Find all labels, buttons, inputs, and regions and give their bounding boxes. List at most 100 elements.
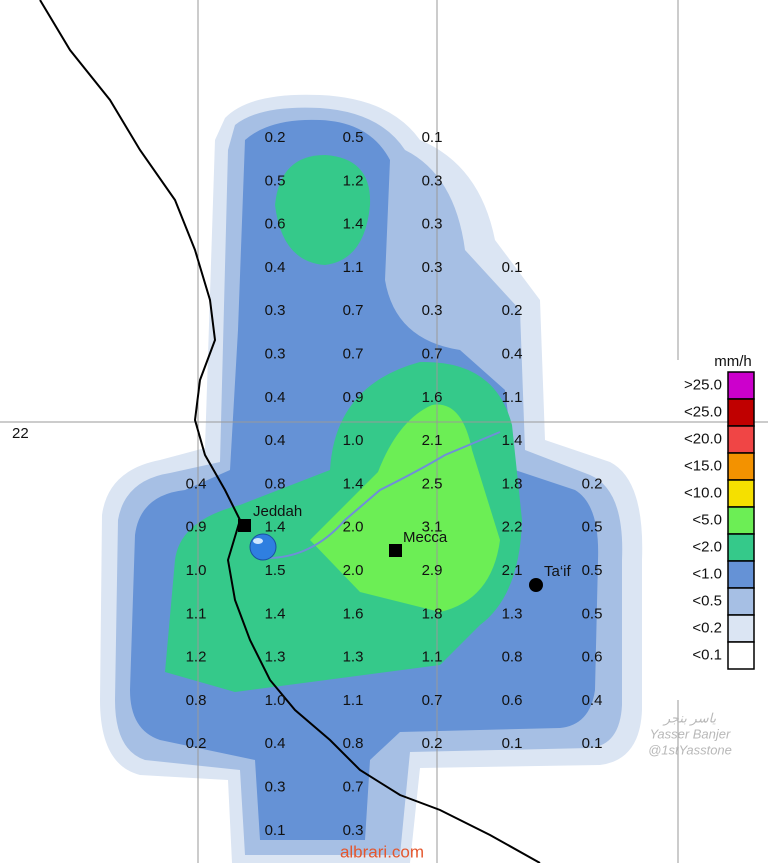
grid-value: 1.2 <box>186 649 207 666</box>
grid-value: 0.3 <box>343 822 364 839</box>
legend-label: <10.0 <box>684 484 722 501</box>
grid-value: 0.3 <box>265 302 286 319</box>
grid-value: 2.0 <box>343 562 364 579</box>
value-grid: 0.2 0.5 0.1 0.5 1.2 0.3 0.6 1.4 0.3 0.4 1.1 0.3 0.1 0… <box>186 129 603 839</box>
grid-value: 0.5 <box>343 129 364 146</box>
city-marker <box>389 544 402 557</box>
grid-value: 0.2 <box>502 302 523 319</box>
wadi <box>261 431 501 560</box>
grid-value: 1.1 <box>186 605 207 622</box>
legend-swatch <box>727 560 755 589</box>
grid-value: 0.9 <box>343 389 364 406</box>
grid-value: 0.1 <box>422 129 443 146</box>
grid-value: 3.1 <box>422 519 443 536</box>
zone-lt-5.0 <box>310 404 500 612</box>
grid-value: 0.4 <box>265 432 286 449</box>
grid-value: 1.3 <box>265 649 286 666</box>
grid-value: 0.8 <box>343 735 364 752</box>
grid-value: 0.3 <box>422 302 443 319</box>
grid-value: 0.6 <box>582 649 603 666</box>
grid-value: 1.1 <box>343 259 364 276</box>
grid-value: 0.3 <box>422 259 443 276</box>
grid-value: 2.2 <box>502 519 523 536</box>
grid-value: 0.4 <box>502 345 523 362</box>
legend-swatch <box>727 479 755 508</box>
grid-value: 0.4 <box>265 389 286 406</box>
grid-value: 0.7 <box>422 692 443 709</box>
legend-swatch <box>727 587 755 616</box>
grid-value: 1.4 <box>343 216 364 233</box>
grid-value: 0.3 <box>422 216 443 233</box>
grid-value: 0.8 <box>186 692 207 709</box>
legend-swatch <box>727 398 755 427</box>
city-marker <box>529 578 543 592</box>
site-label: albrari.com <box>340 842 424 861</box>
legend-label: <20.0 <box>684 430 722 447</box>
legend-swatch <box>727 614 755 643</box>
grid-value: 0.9 <box>186 519 207 536</box>
location-marker-shine <box>253 538 263 544</box>
city-label: Mecca <box>403 529 448 546</box>
grid-value: 1.6 <box>343 605 364 622</box>
grid-value: 0.3 <box>265 778 286 795</box>
grid-value: 1.0 <box>343 432 364 449</box>
legend-label: <5.0 <box>692 511 722 528</box>
legend-swatch <box>727 371 755 400</box>
grid-value: 1.8 <box>502 475 523 492</box>
grid-value: 0.5 <box>265 172 286 189</box>
legend-label: >25.0 <box>684 376 722 393</box>
grid-value: 0.7 <box>343 345 364 362</box>
latitude-label: 22 <box>12 425 29 442</box>
grid-value: 0.6 <box>265 216 286 233</box>
grid-value: 0.1 <box>502 259 523 276</box>
grid-value: 1.0 <box>265 692 286 709</box>
city-label: Jeddah <box>253 503 302 520</box>
grid-value: 2.0 <box>343 519 364 536</box>
grid-value: 2.1 <box>422 432 443 449</box>
grid-value: 0.2 <box>186 735 207 752</box>
grid-value: 1.4 <box>502 432 523 449</box>
grid-value: 2.9 <box>422 562 443 579</box>
grid-value: 2.5 <box>422 475 443 492</box>
grid-value: 0.5 <box>582 562 603 579</box>
legend-swatch <box>727 506 755 535</box>
grid-value: 0.7 <box>422 345 443 362</box>
legend-label: <0.1 <box>692 646 722 663</box>
grid-value: 0.8 <box>265 475 286 492</box>
grid-value: 2.1 <box>502 562 523 579</box>
grid-value: 0.7 <box>343 778 364 795</box>
grid-value: 1.6 <box>422 389 443 406</box>
grid-value: 0.4 <box>186 475 207 492</box>
city-label: Ta‘if <box>544 563 572 580</box>
grid-value: 0.4 <box>265 735 286 752</box>
legend-swatch <box>727 452 755 481</box>
zone-lt-2.0 <box>275 155 371 265</box>
grid-value: 0.8 <box>502 649 523 666</box>
grid-value: 1.8 <box>422 605 443 622</box>
grid-value: 0.6 <box>502 692 523 709</box>
coastline <box>39 0 541 863</box>
legend-label: <15.0 <box>684 457 722 474</box>
grid-value: 1.3 <box>343 649 364 666</box>
grid-value: 0.7 <box>343 302 364 319</box>
grid-value: 0.4 <box>265 259 286 276</box>
legend-title: mm/h <box>714 353 752 370</box>
legend-label: <2.0 <box>692 538 722 555</box>
legend-swatch <box>727 641 755 670</box>
grid-value: 1.0 <box>186 562 207 579</box>
grid-value: 1.1 <box>422 649 443 666</box>
location-marker <box>249 533 277 561</box>
city-marker <box>238 519 251 532</box>
grid-value: 0.1 <box>502 735 523 752</box>
grid-value: 0.2 <box>582 475 603 492</box>
grid-value: 0.5 <box>582 605 603 622</box>
legend-label: <1.0 <box>692 565 722 582</box>
legend-label: <25.0 <box>684 403 722 420</box>
legend-label: <0.5 <box>692 592 722 609</box>
grid-value: 0.5 <box>582 519 603 536</box>
grid-value: 1.4 <box>265 519 286 536</box>
grid-value: 1.3 <box>502 605 523 622</box>
grid-value: 1.1 <box>502 389 523 406</box>
